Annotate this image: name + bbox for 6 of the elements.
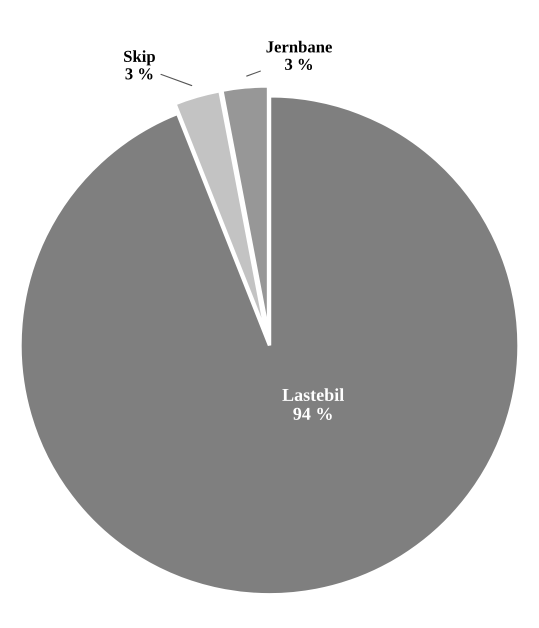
data-label: 3 % (125, 68, 152, 80)
data-label: 94 % (293, 408, 332, 420)
slice-label: Jernbane (266, 40, 332, 53)
slice-label: Lastebil (282, 388, 344, 402)
data-label: 3 % (285, 58, 312, 70)
slice-label: Skip (124, 50, 155, 66)
